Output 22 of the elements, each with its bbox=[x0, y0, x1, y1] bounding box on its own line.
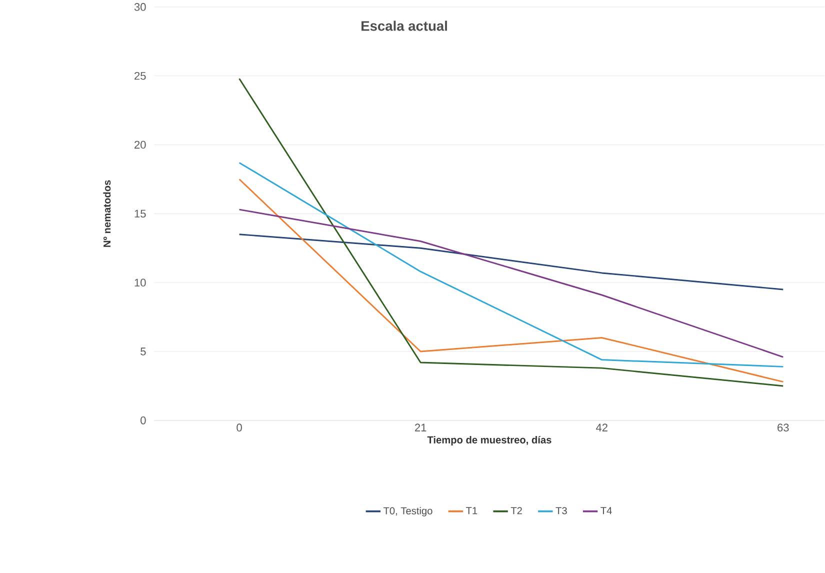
y-tick-label: 5 bbox=[140, 347, 146, 356]
x-axis-title: Tiempo de muestreo, días bbox=[427, 436, 552, 446]
x-tick-label: 21 bbox=[414, 423, 426, 432]
y-tick-label: 0 bbox=[140, 416, 146, 424]
legend-label: T0, Testigo bbox=[383, 506, 432, 516]
legend-label: T2 bbox=[510, 506, 522, 514]
legend-label: T4 bbox=[600, 506, 612, 514]
text: Escala actual bbox=[362, 20, 447, 31]
y-tick-label: 20 bbox=[134, 140, 146, 148]
line-series bbox=[238, 208, 784, 358]
y-tick-label: 10 bbox=[134, 278, 146, 286]
line-series bbox=[238, 233, 784, 290]
line-series bbox=[238, 78, 784, 387]
y-axis-title: Nº nematodos bbox=[103, 180, 111, 247]
y-tick-label: 30 bbox=[134, 2, 146, 11]
y-tick-label: 25 bbox=[134, 72, 146, 80]
y-tick-label: 15 bbox=[134, 210, 146, 218]
legend-label: T1 bbox=[466, 506, 478, 514]
x-tick-label: 63 bbox=[778, 423, 789, 432]
x-tick-label: 42 bbox=[596, 423, 608, 432]
legend-label: T3 bbox=[556, 506, 567, 514]
x-tick-label: 0 bbox=[236, 423, 242, 432]
